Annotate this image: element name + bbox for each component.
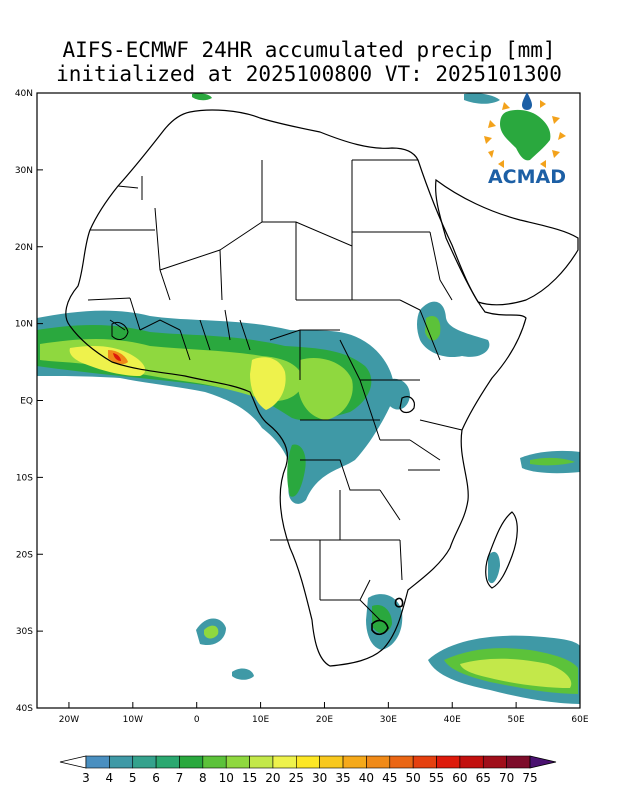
longitude-axis: 20W 10W 0 10E 20E 30E 40E 50E 60E <box>59 702 589 725</box>
lesotho-outline <box>371 619 389 636</box>
precip-layer <box>37 93 580 704</box>
lake-victoria-outline <box>399 396 415 414</box>
colorbar-label: 30 <box>312 771 327 785</box>
lon-tick-label: 10W <box>123 715 143 725</box>
colorbar-box <box>296 755 320 769</box>
colorbar-box <box>482 755 507 769</box>
map-title: AIFS-ECMWF 24HR accumulated precip [mm] <box>62 38 556 62</box>
colorbar-label: 6 <box>152 771 160 785</box>
colorbar-label: 10 <box>219 771 234 785</box>
lon-tick-label: 20E <box>316 715 333 725</box>
eswatini-outline <box>394 597 404 608</box>
lon-tick-label: 0 <box>194 715 200 725</box>
colorbar-box <box>436 755 461 769</box>
colorbar-max-arrow <box>529 755 557 769</box>
colorbar-box <box>506 755 531 769</box>
lat-tick-label: 40S <box>16 704 33 714</box>
colorbar-label: 75 <box>522 771 537 785</box>
colorbar-min-arrow <box>59 755 87 769</box>
acmad-logo: ACMAD <box>484 92 566 188</box>
colorbar-box <box>225 755 250 769</box>
colorbar-box <box>412 755 437 769</box>
africa-coastline <box>65 109 527 667</box>
colorbar: 3 4 5 6 7 8 10 15 20 25 30 35 40 45 50 55 60 65 70 75 <box>59 755 557 785</box>
colorbar-label: 20 <box>265 771 280 785</box>
colorbar-box <box>179 755 204 769</box>
colorbar-box <box>249 755 274 769</box>
logo-text: ACMAD <box>488 166 566 188</box>
colorbar-label: 8 <box>199 771 207 785</box>
colorbar-label: 3 <box>82 771 90 785</box>
colorbar-label: 5 <box>129 771 137 785</box>
colorbar-box <box>85 755 110 769</box>
colorbar-label: 55 <box>429 771 444 785</box>
lon-tick-label: 50E <box>508 715 525 725</box>
colorbar-label: 4 <box>106 771 114 785</box>
colorbar-box <box>132 755 157 769</box>
colorbar-box <box>202 755 227 769</box>
colorbar-label: 25 <box>289 771 304 785</box>
lat-tick-label: 30N <box>15 166 33 176</box>
raindrop-icon <box>522 92 532 110</box>
latitude-axis: 40N 30N 20N 10N EQ 10S 20S 30S 40S <box>15 89 43 714</box>
lon-tick-label: 20W <box>59 715 79 725</box>
colorbar-label: 70 <box>499 771 514 785</box>
precip-indian-ocean-south-core <box>460 658 572 688</box>
lon-tick-label: 30E <box>380 715 397 725</box>
precip-cameroon-core <box>250 357 286 410</box>
sun-rays <box>484 100 566 168</box>
colorbar-label: 15 <box>242 771 257 785</box>
lon-tick-label: 60E <box>571 715 588 725</box>
colorbar-box <box>389 755 414 769</box>
africa-silhouette-icon <box>500 109 551 161</box>
lon-tick-label: 10E <box>252 715 269 725</box>
colorbar-box <box>155 755 180 769</box>
lat-tick-label: 10S <box>16 473 33 483</box>
precip-ethiopia-core <box>425 315 441 341</box>
lat-tick-label: 20S <box>16 550 33 560</box>
precip-max-peak <box>113 353 121 361</box>
coastlines-borders <box>65 109 579 667</box>
colorbar-box <box>319 755 344 769</box>
precip-med-east <box>464 93 500 104</box>
precip-congo-south <box>287 444 306 497</box>
colorbar-box <box>459 755 484 769</box>
lon-tick-label: 40E <box>444 715 461 725</box>
west-africa-borders <box>87 297 251 361</box>
lat-tick-label: EQ <box>20 397 33 407</box>
colorbar-label: 45 <box>382 771 397 785</box>
country-borders <box>90 159 463 621</box>
colorbar-label: 35 <box>335 771 350 785</box>
map-subtitle: initialized at 2025100800 VT: 2025101300 <box>56 62 562 86</box>
madagascar-outline <box>485 511 518 589</box>
precip-atlantic-core <box>204 625 219 639</box>
colorbar-box <box>272 755 297 769</box>
colorbar-label: 40 <box>359 771 374 785</box>
precip-congo-core <box>298 358 353 420</box>
precip-atlantic-south <box>232 668 254 680</box>
precip-west-africa-core <box>69 346 146 376</box>
colorbar-label: 7 <box>176 771 184 785</box>
colorbar-box <box>109 755 134 769</box>
colorbar-label: 60 <box>452 771 467 785</box>
precip-med-west <box>192 93 212 101</box>
precip-indian-ocean-north-core <box>530 457 575 466</box>
precip-ethiopia <box>417 301 490 358</box>
colorbar-label: 65 <box>476 771 491 785</box>
lat-tick-label: 20N <box>15 243 33 253</box>
colorbar-box <box>366 755 391 769</box>
arabia-outline <box>435 178 579 306</box>
colorbar-label: 50 <box>406 771 421 785</box>
precip-lake-victoria <box>388 378 410 410</box>
lat-tick-label: 40N <box>15 89 33 99</box>
colorbar-box <box>342 755 367 769</box>
precip-madagascar <box>488 551 500 584</box>
lat-tick-label: 30S <box>16 627 33 637</box>
lat-tick-label: 10N <box>15 320 33 330</box>
